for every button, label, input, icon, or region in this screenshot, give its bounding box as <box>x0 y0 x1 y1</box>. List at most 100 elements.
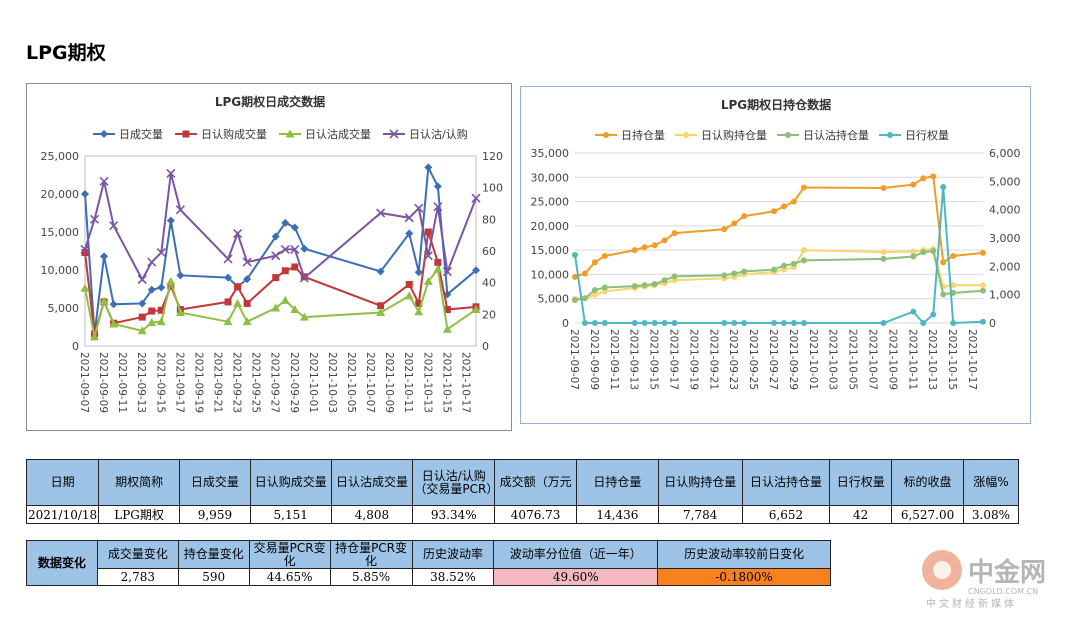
data-point <box>404 213 414 223</box>
data-point <box>443 306 451 314</box>
data-point <box>442 324 452 333</box>
data-point <box>671 230 678 237</box>
y-left-tick-label: 0 <box>72 340 79 353</box>
data-point <box>138 313 146 321</box>
data-point <box>423 251 433 261</box>
x-tick-label: 2021-09-27 <box>269 352 281 413</box>
watermark-brand: 中金网 <box>968 557 1046 588</box>
data-point <box>99 176 109 186</box>
data-point <box>224 273 233 282</box>
legend-label: 日持仓量 <box>621 128 665 142</box>
series-line <box>574 175 984 278</box>
data-point <box>175 308 185 317</box>
data-point <box>651 242 658 249</box>
data-point <box>223 317 233 326</box>
x-tick-label: 2021-10-17 <box>459 352 471 413</box>
data-point <box>147 317 157 326</box>
x-tick-label: 2021-10-15 <box>946 329 958 390</box>
legend-label: 日认沽持仓量 <box>803 128 869 142</box>
legend-marker <box>389 129 399 139</box>
y-right-tick-label: 20 <box>482 308 496 321</box>
data-point <box>424 228 432 236</box>
data-point <box>950 252 957 259</box>
data-point <box>281 267 289 275</box>
x-tick-label: 2021-09-21 <box>212 352 224 413</box>
y-left-tick-label: 0 <box>562 317 569 330</box>
chart-title: LPG期权日成交数据 <box>215 94 325 109</box>
y-right-tick-label: 120 <box>482 150 503 163</box>
y-right-tick-label: 6,000 <box>989 147 1021 160</box>
data-point <box>651 320 658 326</box>
data-point <box>271 251 281 261</box>
data-point <box>414 203 424 213</box>
x-tick-label: 2021-09-17 <box>668 329 680 390</box>
header-underlying-close: 标的收盘 <box>891 459 964 506</box>
header-volume-change: 成交量变化 <box>96 540 179 569</box>
data-point <box>920 320 927 326</box>
x-tick-label: 2021-09-07 <box>78 352 90 413</box>
data-point <box>109 300 118 309</box>
data-point <box>414 268 423 277</box>
data-point <box>591 291 598 298</box>
data-point <box>90 332 100 341</box>
table-row: 2021/10/18 LPG期权 9,959 5,151 4,808 93.34… <box>25 505 1020 524</box>
data-point <box>980 249 986 256</box>
x-tick-label: 2021-09-23 <box>231 352 243 413</box>
header-historical-volatility: 历史波动率 <box>411 540 495 569</box>
data-point <box>641 244 648 251</box>
data-point <box>920 175 927 182</box>
watermark-tagline: 中文财经新媒体 <box>926 597 1017 610</box>
legend-label: 日认购成交量 <box>201 127 267 141</box>
x-tick-label: 2021-10-01 <box>307 352 319 413</box>
data-point <box>631 320 638 326</box>
data-point <box>572 297 578 304</box>
y-right-tick-label: 60 <box>482 245 496 258</box>
legend-marker <box>785 132 791 138</box>
data-point <box>156 317 166 326</box>
data-point <box>109 319 119 328</box>
data-point <box>880 249 887 256</box>
legend-label: 日认沽成交量 <box>305 127 371 141</box>
table-row: 2,783 590 44.65% 5.85% 38.52% 49.60% -0.… <box>27 568 831 586</box>
header-put-volume: 日认沽成交量 <box>330 459 414 506</box>
x-tick-label: 2021-09-27 <box>767 329 779 390</box>
data-point <box>272 274 280 282</box>
x-tick-label: 2021-09-17 <box>173 352 185 413</box>
cell-exercise-volume: 42 <box>829 505 893 524</box>
data-point <box>780 262 787 269</box>
x-tick-label: 2021-10-09 <box>886 329 898 390</box>
data-point <box>147 285 156 294</box>
cell-option-name: LPG期权 <box>98 505 181 524</box>
y-right-tick-label: 40 <box>482 277 496 290</box>
data-point <box>581 320 588 326</box>
cell-date: 2021/10/18 <box>25 505 100 524</box>
y-left-tick-label: 25,000 <box>531 196 570 209</box>
y-left-tick-label: 10,000 <box>531 268 570 281</box>
x-tick-label: 2021-10-11 <box>402 352 414 413</box>
data-point <box>671 320 678 326</box>
data-point <box>415 299 423 307</box>
y-left-tick-label: 25,000 <box>41 150 80 163</box>
data-point <box>280 244 290 254</box>
data-point <box>166 276 176 285</box>
data-point <box>910 253 917 260</box>
data-point <box>980 282 986 289</box>
data-point <box>471 304 481 313</box>
header-volume-pcr-change: 交易量PCR变化 <box>248 540 331 569</box>
daily-summary-table: 日期 期权简称 日成交量 日认购成交量 日认沽成交量 日认沽/认购（交易量PCR… <box>25 459 1020 524</box>
daily-open-interest-chart-panel: LPG期权日持仓数据 0 5,000 10,000 15,000 20,000 25,000… <box>520 86 1031 424</box>
y-right-tick-label: 2,000 <box>989 260 1021 273</box>
data-point <box>771 320 778 326</box>
data-point <box>731 320 738 326</box>
cell-volume-pcr: 93.34% <box>412 505 496 524</box>
legend-marker <box>100 130 108 138</box>
legend-label: 日认购持仓量 <box>701 128 767 142</box>
data-point <box>641 320 648 326</box>
data-point <box>137 274 147 285</box>
data-point <box>404 291 414 300</box>
data-point <box>290 305 300 314</box>
data-point <box>157 306 165 314</box>
data-point <box>137 326 147 335</box>
cell-put-volume: 4,808 <box>330 505 414 524</box>
data-point <box>299 273 309 283</box>
